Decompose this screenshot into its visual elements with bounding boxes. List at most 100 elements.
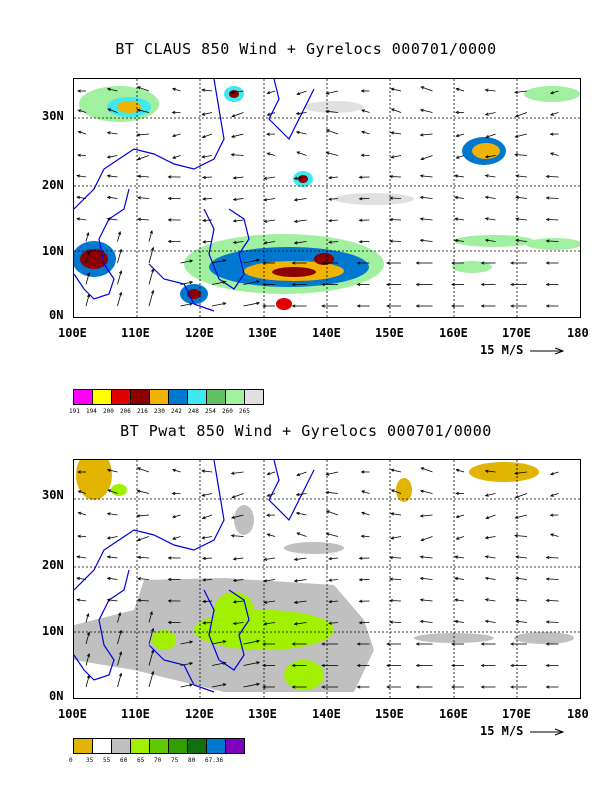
wind-vector-head [150,670,155,675]
wind-vector-head [150,268,155,273]
wind-vector-head [455,87,460,91]
wind-vector [117,673,122,688]
wind-vector [211,281,226,285]
wind-vector-head [256,682,261,686]
wind-vector-head [325,91,330,95]
wind-vector-head [321,261,325,265]
wind-vector-head [545,174,550,179]
colorbar-swatch [225,389,245,405]
wind-vector [516,556,528,559]
wind-vector-head [293,241,298,245]
wind-vector-head [118,270,123,275]
wind-vector-head [549,132,554,136]
wind-vector [456,469,465,473]
wind-vector [391,132,402,135]
wind-vector-head [484,174,489,178]
wind-vector-head [189,640,194,644]
wind-vector-head [545,217,550,222]
wind-vector [550,533,559,537]
wind-vector-head [356,304,361,308]
wind-vector-head [202,599,206,604]
wind-vector-head [86,231,90,236]
wind-vector-head [76,195,81,200]
wind-vector [456,133,465,137]
wind-vector [516,218,528,221]
wind-vector [137,490,150,494]
wind-vector-head [360,89,365,93]
wind-vector-head [328,240,332,244]
wind-vector-head [77,130,82,134]
wind-vector [485,599,496,602]
wind-vector-head [263,579,268,583]
wind-vector [137,133,150,136]
wind-vector-head [361,130,365,134]
wind-vector-head [76,598,81,602]
wind-vector-head [106,555,111,559]
wind-vector-head [263,241,268,245]
wind-vector-head [296,91,301,96]
wind-vector-head [202,240,206,244]
wind-vector-head [263,600,268,604]
colorbar-swatch [187,389,207,405]
wind-vector-head [293,557,298,561]
wind-vector-head [390,468,395,472]
wind-vector-head [514,515,519,519]
wind-vector-head [484,493,489,497]
wind-vector [243,259,260,264]
wind-vector-head [514,114,519,118]
wind-vector [485,155,496,158]
wind-vector-head [451,304,455,308]
wind-vector [233,622,244,625]
wind-vector [77,599,87,602]
colorbar-swatch [111,389,131,405]
wind-vector [232,493,244,498]
wind-vector-head [480,663,485,668]
wind-vector [550,90,559,94]
wind-vector [202,219,213,221]
panel2-ytick-0n: 0N [49,689,64,703]
wind-vector-head [455,133,460,138]
wind-vector-head [76,217,81,221]
wind-vector-head [451,663,455,668]
wind-vector-head [256,258,261,262]
wind-vector-head [167,218,172,222]
panel1-coastlines [74,79,315,312]
wind-vector-head [295,111,300,116]
panel2-ytick-20n: 20N [42,558,64,572]
wind-vector-head [167,577,172,582]
colorbar-swatch [92,389,112,405]
wind-vector-head [545,261,550,265]
wind-vector [117,630,122,645]
wind-vector [233,557,244,560]
wind-vector [516,577,528,580]
wind-vector-head [118,629,123,634]
wind-vector-head [419,133,424,137]
wind-vector [296,90,307,95]
wind-vector-head [291,282,296,287]
wind-vector-head [167,175,172,179]
wind-vector [137,86,150,92]
wind-vector [77,556,87,559]
wind-vector [420,514,433,517]
panel1-cloud-shading [74,86,580,310]
wind-vector-head [454,598,459,602]
wind-vector [202,493,213,497]
colorbar-label: 191 [69,408,80,415]
wind-vector-head [514,495,519,499]
wind-vector-head [232,240,237,245]
wind-vector-head [484,238,489,243]
wind-vector-head [386,261,390,265]
wind-vector-head [201,493,206,497]
panel2-map-svg [74,460,580,698]
wind-vector-head [360,490,365,494]
wind-vector [85,675,90,688]
wind-vector-head [171,87,176,91]
wind-vector-head [389,577,393,581]
wind-vector-head [325,510,330,514]
wind-vector-head [106,598,111,602]
wind-vector [420,109,433,113]
wind-vector [485,133,496,138]
panel2-ytick-30n: 30N [42,488,64,502]
wind-vector [107,469,118,473]
colorbar-label: 60 [120,757,128,764]
